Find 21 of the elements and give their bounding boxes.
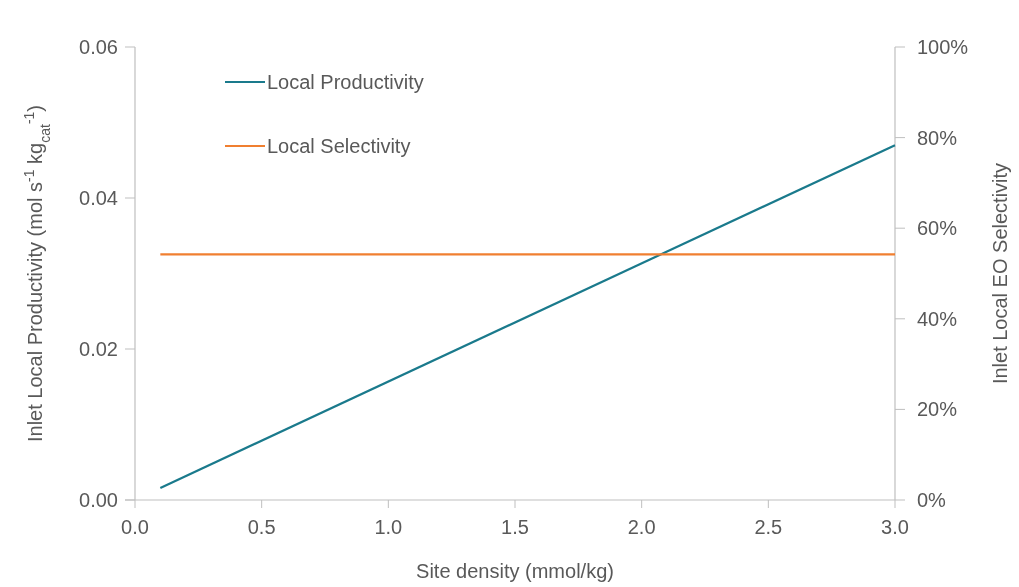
legend-label: Local Productivity	[267, 71, 424, 93]
x-tick-label: 1.0	[374, 516, 403, 538]
x-tick-label: 2.0	[627, 516, 656, 538]
y2-tick-label: 0%	[917, 489, 947, 511]
x-tick-label: 0.0	[121, 516, 149, 538]
x-tick-label: 3.0	[881, 516, 909, 538]
legend-label: Local Selectivity	[267, 135, 411, 157]
y2-axis-title: Inlet Local EO Selectivity	[989, 162, 1011, 385]
y2-tick-label: 100%	[917, 36, 969, 58]
y2-tick-label: 20%	[917, 398, 958, 421]
x-axis-title: Site density (mmol/kg)	[416, 560, 614, 582]
y-tick-label: 0.06	[79, 36, 118, 58]
y2-tick-label: 80%	[917, 126, 958, 149]
x-tick-label: 0.5	[247, 516, 276, 538]
y-tick-label: 0.00	[79, 489, 118, 511]
x-tick-label: 1.5	[501, 516, 529, 538]
y-tick-label: 0.02	[79, 338, 118, 360]
y-tick-label: 0.04	[79, 187, 118, 209]
y2-tick-label: 60%	[917, 217, 958, 240]
y2-tick-label: 40%	[917, 307, 958, 330]
x-tick-label: 2.5	[754, 516, 783, 538]
